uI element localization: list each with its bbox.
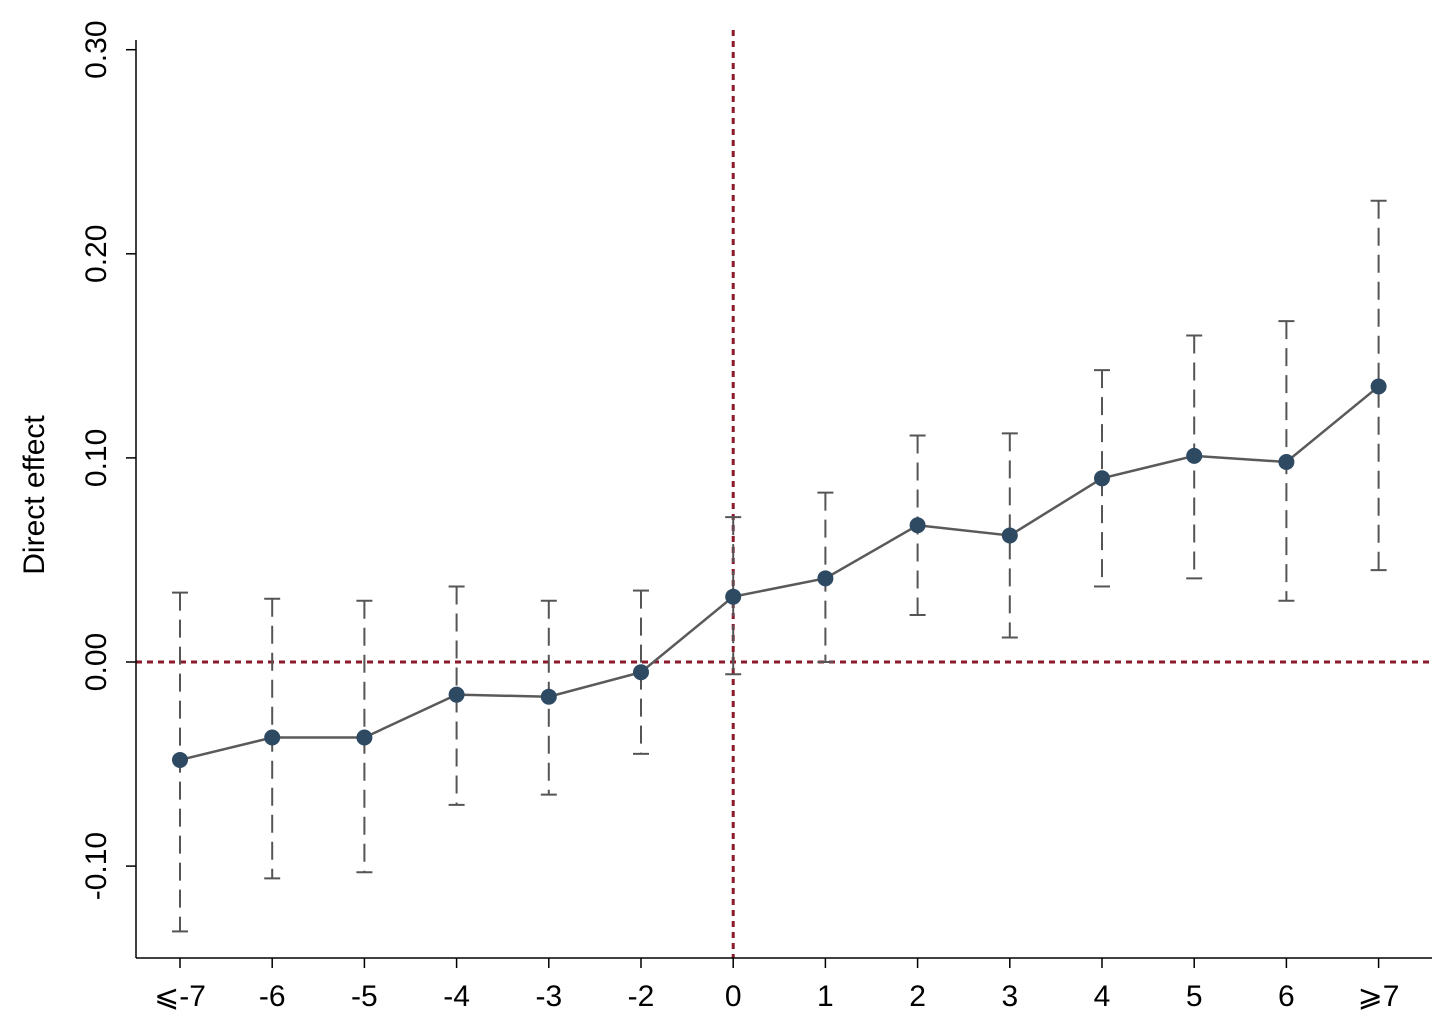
x-tick-label: 1 — [817, 980, 834, 1013]
data-point — [633, 664, 649, 681]
y-axis-title: Direct effect — [18, 415, 51, 575]
x-tick-label: ⩾7 — [1358, 980, 1400, 1013]
data-point — [356, 729, 373, 746]
data-point — [725, 588, 742, 605]
data-point — [909, 517, 926, 534]
y-tick-label: 0.00 — [80, 633, 113, 691]
x-tick-label: 3 — [1001, 980, 1018, 1013]
x-tick-label: 5 — [1186, 980, 1203, 1013]
series-markers — [172, 378, 1387, 768]
data-point — [448, 686, 465, 703]
data-point — [1094, 470, 1110, 487]
x-tick-label: -2 — [628, 980, 655, 1013]
data-point — [817, 570, 834, 587]
series-line — [179, 385, 1380, 762]
data-point — [540, 688, 557, 705]
data-point — [1001, 527, 1018, 544]
data-point — [264, 729, 281, 746]
y-tick-label: 0.30 — [80, 21, 113, 79]
x-tick-label: -5 — [351, 980, 378, 1013]
reference-lines — [136, 30, 1432, 958]
x-tick-label: -3 — [535, 980, 562, 1013]
data-point — [1370, 378, 1387, 395]
y-tick-label: -0.10 — [80, 832, 113, 900]
x-axis-ticks: ⩽-7 -6 -5 -4 -3 -2 0 1 2 3 4 5 6 ⩾7 — [154, 958, 1400, 1013]
confidence-intervals — [172, 199, 1387, 933]
x-tick-label: 2 — [909, 980, 926, 1013]
x-tick-label: -6 — [259, 980, 286, 1013]
data-point — [1278, 453, 1295, 470]
y-axis-ticks: -0.10 0.00 0.10 0.20 0.30 — [80, 21, 136, 900]
y-tick-label: 0.20 — [80, 225, 113, 283]
data-point — [172, 751, 188, 768]
data-point — [1186, 447, 1203, 464]
y-tick-label: 0.10 — [80, 429, 113, 487]
x-tick-label: 4 — [1094, 980, 1111, 1013]
x-tick-label: 0 — [725, 980, 742, 1013]
x-tick-label: -4 — [443, 980, 470, 1013]
axes — [135, 40, 1432, 959]
x-tick-label: ⩽-7 — [154, 980, 206, 1013]
series-line-group — [179, 385, 1380, 762]
x-tick-label: 6 — [1278, 980, 1295, 1013]
